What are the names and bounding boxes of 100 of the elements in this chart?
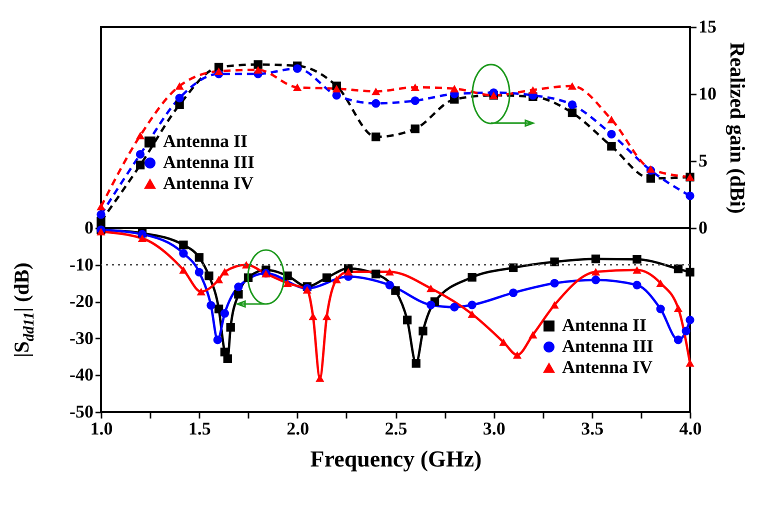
x-tick-label: 2.5 bbox=[384, 418, 408, 438]
point bbox=[528, 86, 538, 94]
point bbox=[646, 174, 656, 183]
y-tick-label: -40 bbox=[70, 364, 94, 385]
point bbox=[136, 160, 145, 170]
point bbox=[468, 272, 476, 282]
point bbox=[607, 116, 616, 124]
point bbox=[194, 268, 204, 276]
point bbox=[136, 150, 145, 159]
point bbox=[468, 300, 476, 310]
x-tick-label: 1.0 bbox=[90, 418, 113, 438]
point bbox=[220, 268, 230, 276]
point bbox=[234, 290, 243, 299]
point bbox=[96, 210, 106, 219]
point bbox=[385, 268, 394, 276]
point bbox=[372, 88, 380, 96]
point bbox=[410, 84, 420, 92]
point bbox=[632, 280, 642, 290]
point bbox=[234, 282, 243, 292]
point bbox=[283, 279, 292, 287]
point bbox=[550, 301, 559, 309]
point bbox=[385, 280, 394, 290]
point bbox=[332, 276, 341, 284]
point bbox=[316, 374, 324, 382]
legend-label: Antenna II bbox=[163, 131, 248, 151]
point bbox=[591, 276, 600, 284]
point bbox=[372, 99, 380, 108]
point bbox=[512, 351, 522, 359]
point bbox=[220, 309, 230, 318]
point bbox=[632, 266, 642, 274]
y-tick-label: 15 bbox=[698, 16, 716, 36]
point bbox=[656, 304, 665, 314]
point bbox=[550, 258, 559, 266]
y-tick-label: 5 bbox=[698, 150, 708, 170]
point bbox=[591, 268, 600, 276]
y-tick-label: -20 bbox=[70, 291, 94, 312]
point bbox=[308, 312, 318, 320]
point bbox=[591, 254, 600, 264]
point bbox=[686, 316, 694, 324]
x-tick-label: 4.0 bbox=[679, 418, 702, 438]
legend-label: Antenna IV bbox=[562, 357, 653, 377]
point bbox=[293, 84, 302, 92]
x-tick-label: 1.5 bbox=[188, 418, 211, 438]
point bbox=[254, 60, 262, 69]
point bbox=[179, 240, 188, 250]
point bbox=[426, 300, 436, 310]
point bbox=[179, 249, 188, 258]
point bbox=[372, 132, 380, 142]
point bbox=[607, 130, 616, 139]
point bbox=[450, 84, 459, 92]
x-axis-title: Frequency (GHz) bbox=[310, 446, 482, 472]
point bbox=[391, 286, 400, 295]
point bbox=[632, 254, 642, 264]
point bbox=[196, 288, 206, 296]
point bbox=[426, 284, 436, 292]
y-tick-label: -50 bbox=[70, 402, 94, 422]
legend-label: Antenna IV bbox=[163, 173, 254, 193]
legend-label: Antenna III bbox=[562, 336, 654, 356]
point bbox=[96, 202, 106, 210]
y-tick-label: 0 bbox=[698, 218, 708, 238]
point bbox=[656, 279, 665, 287]
x-tick-label: 3.0 bbox=[482, 418, 506, 438]
point bbox=[674, 264, 683, 274]
point bbox=[372, 270, 380, 278]
point bbox=[194, 253, 204, 262]
point bbox=[607, 142, 616, 151]
point bbox=[674, 336, 683, 344]
point bbox=[204, 272, 214, 280]
point bbox=[402, 316, 412, 324]
point bbox=[450, 302, 459, 312]
point bbox=[179, 266, 188, 274]
point bbox=[568, 100, 577, 110]
point bbox=[686, 192, 694, 200]
point bbox=[508, 288, 518, 298]
y-tick-label: -30 bbox=[70, 328, 94, 348]
point bbox=[254, 66, 262, 74]
point bbox=[686, 268, 694, 276]
point bbox=[410, 96, 420, 106]
legend-label: Antenna III bbox=[163, 152, 255, 172]
point bbox=[214, 67, 224, 75]
point bbox=[344, 268, 353, 276]
point bbox=[568, 82, 577, 90]
point bbox=[568, 108, 577, 118]
point bbox=[213, 336, 222, 344]
y-tick-label: 10 bbox=[698, 84, 716, 104]
point bbox=[226, 323, 235, 332]
point bbox=[214, 276, 224, 284]
point bbox=[418, 326, 428, 336]
point bbox=[206, 300, 216, 310]
point bbox=[528, 330, 538, 338]
point bbox=[686, 359, 694, 367]
point bbox=[682, 326, 690, 336]
point bbox=[293, 64, 302, 73]
point bbox=[674, 304, 683, 312]
point bbox=[136, 132, 145, 140]
y-tick-label: 0 bbox=[84, 218, 94, 238]
y-axis-title: Realized gain (dBi) bbox=[726, 42, 750, 214]
point bbox=[138, 234, 147, 242]
point bbox=[175, 82, 184, 90]
point bbox=[412, 359, 420, 368]
